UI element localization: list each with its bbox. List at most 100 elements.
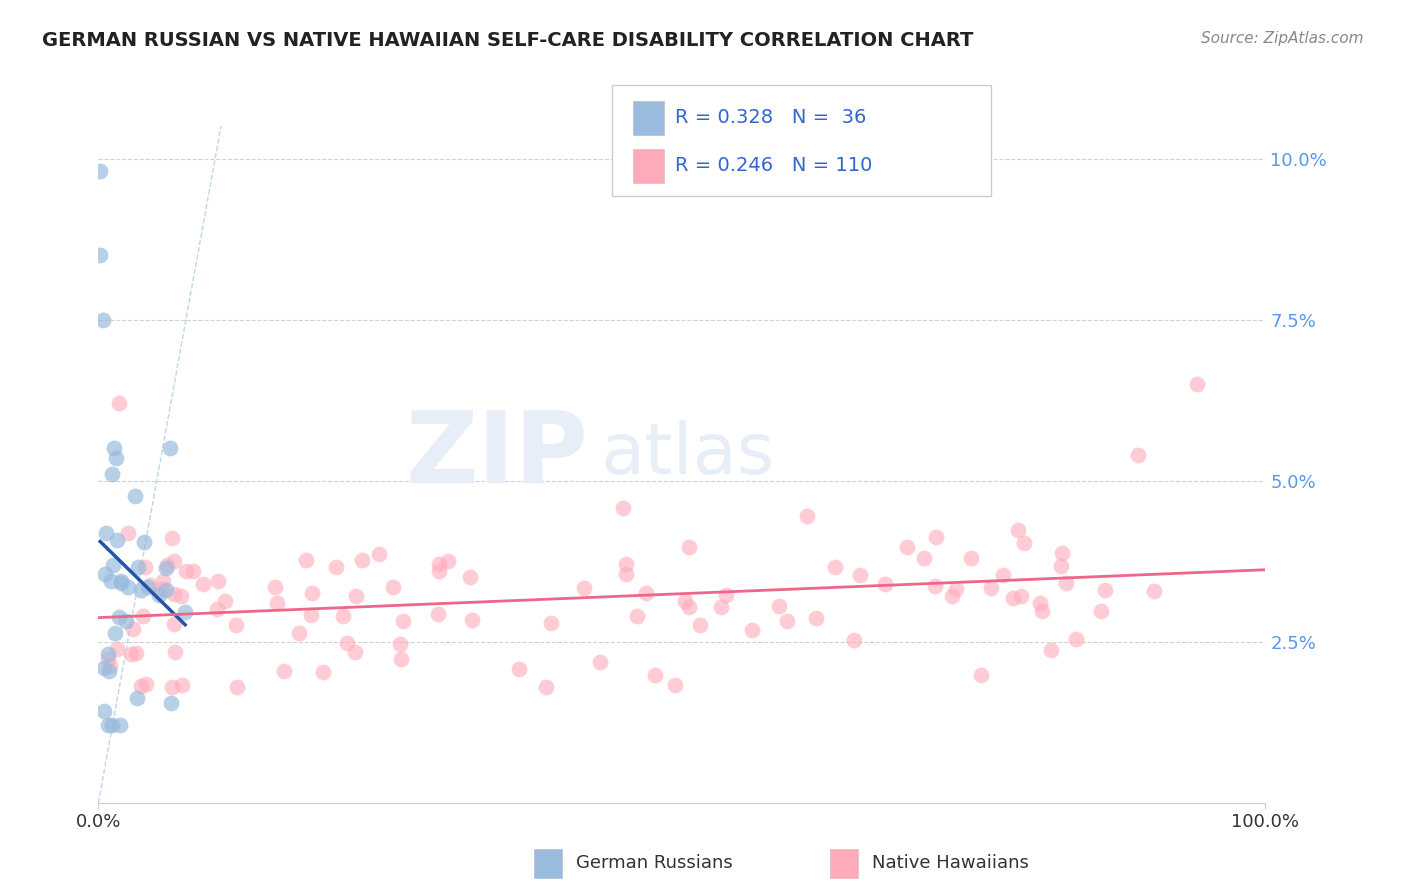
Point — [1050, 546, 1073, 560]
Point — [163, 617, 186, 632]
Point — [534, 680, 557, 694]
Point — [941, 589, 963, 603]
Point — [381, 580, 404, 594]
Point — [163, 554, 186, 568]
Point — [1090, 604, 1112, 618]
Point — [1143, 583, 1166, 598]
Point — [1010, 589, 1032, 603]
Point — [125, 690, 148, 705]
Point — [117, 580, 139, 594]
Point — [162, 531, 184, 545]
Point — [105, 533, 128, 547]
Point — [100, 574, 122, 589]
Point — [1128, 448, 1150, 462]
Text: Source: ZipAtlas.com: Source: ZipAtlas.com — [1201, 31, 1364, 46]
Point — [124, 489, 146, 503]
Point — [155, 583, 177, 598]
Point — [1094, 582, 1116, 597]
Point — [94, 525, 117, 540]
Point — [993, 568, 1015, 582]
Point — [152, 574, 174, 589]
Point — [105, 641, 128, 656]
Point — [97, 664, 120, 678]
Point — [1054, 576, 1077, 591]
Point — [273, 665, 295, 679]
Point — [110, 718, 132, 732]
Text: atlas: atlas — [600, 420, 775, 490]
Point — [768, 599, 790, 613]
Point — [714, 589, 737, 603]
Text: R = 0.328   N =  36: R = 0.328 N = 36 — [675, 108, 866, 128]
Point — [165, 645, 187, 659]
Point — [139, 577, 162, 591]
Point — [344, 589, 367, 603]
Point — [93, 704, 115, 718]
Point — [103, 442, 125, 456]
Point — [589, 655, 612, 669]
Point — [311, 665, 333, 680]
Point — [89, 164, 111, 178]
Point — [104, 625, 127, 640]
Point — [540, 615, 562, 630]
Point — [91, 312, 114, 326]
Point — [264, 580, 287, 594]
Point — [1040, 642, 1063, 657]
Point — [924, 579, 946, 593]
Point — [191, 577, 214, 591]
Point — [108, 610, 131, 624]
Point — [299, 607, 322, 622]
Point — [132, 608, 155, 623]
Point — [120, 647, 142, 661]
Point — [1001, 591, 1024, 606]
Point — [97, 718, 120, 732]
Point — [429, 558, 451, 572]
Point — [824, 560, 846, 574]
Point — [101, 558, 124, 572]
Point — [107, 396, 129, 410]
Point — [129, 679, 152, 693]
Point — [678, 600, 700, 615]
Point — [678, 540, 700, 554]
Point — [970, 667, 993, 681]
Point — [436, 553, 458, 567]
Point — [614, 566, 637, 581]
Point — [741, 623, 763, 637]
Point — [129, 583, 152, 598]
Point — [205, 601, 228, 615]
Point — [226, 680, 249, 694]
Point — [127, 559, 149, 574]
Point — [925, 531, 948, 545]
Point — [301, 586, 323, 600]
Point — [97, 652, 120, 666]
Text: Native Hawaiians: Native Hawaiians — [872, 855, 1029, 872]
Point — [150, 582, 173, 597]
Point — [875, 577, 897, 591]
Point — [389, 652, 412, 666]
Point — [960, 551, 983, 566]
Point — [89, 248, 111, 262]
Text: GERMAN RUSSIAN VS NATIVE HAWAIIAN SELF-CARE DISABILITY CORRELATION CHART: GERMAN RUSSIAN VS NATIVE HAWAIIAN SELF-C… — [42, 31, 973, 50]
Point — [170, 590, 193, 604]
Point — [155, 561, 177, 575]
Point — [124, 646, 146, 660]
Point — [170, 678, 193, 692]
Point — [132, 535, 155, 549]
Point — [176, 564, 198, 578]
Point — [207, 574, 229, 588]
Point — [427, 564, 450, 578]
Point — [644, 668, 666, 682]
Point — [458, 570, 481, 584]
Point — [1064, 632, 1087, 646]
Point — [160, 696, 183, 710]
Text: German Russians: German Russians — [576, 855, 733, 872]
Point — [97, 647, 120, 661]
Point — [612, 500, 634, 515]
Point — [325, 560, 347, 574]
Point — [1049, 559, 1071, 574]
Point — [350, 553, 373, 567]
Point — [1185, 377, 1208, 392]
Point — [214, 594, 236, 608]
Point — [896, 541, 918, 555]
Point — [980, 581, 1002, 595]
Point — [796, 509, 818, 524]
